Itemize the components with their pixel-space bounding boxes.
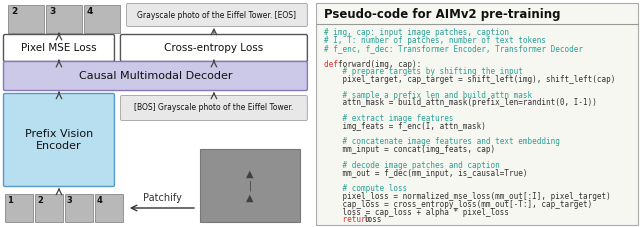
Text: Pixel MSE Loss: Pixel MSE Loss	[21, 43, 97, 53]
Text: # img, cap: input image patches, caption: # img, cap: input image patches, caption	[324, 28, 509, 37]
Text: Grayscale photo of the Eiffel Tower. [EOS]: Grayscale photo of the Eiffel Tower. [EO…	[138, 10, 296, 20]
Text: ▲
|
▲: ▲ | ▲	[246, 169, 253, 202]
Text: loss: loss	[364, 215, 382, 224]
Text: # concatenate image features and text embedding: # concatenate image features and text em…	[324, 137, 559, 146]
Text: # extract image features: # extract image features	[324, 114, 453, 123]
Text: mm_out = f_dec(mm_input, is_causal=True): mm_out = f_dec(mm_input, is_causal=True)	[324, 169, 527, 178]
Text: mm_input = concat(img_feats, cap): mm_input = concat(img_feats, cap)	[324, 145, 495, 154]
FancyBboxPatch shape	[3, 94, 115, 187]
Text: # I, T: number of patches, number of text tokens: # I, T: number of patches, number of tex…	[324, 36, 546, 45]
Text: pixel_target, cap_target = shift_left(img), shift_left(cap): pixel_target, cap_target = shift_left(im…	[324, 75, 615, 84]
FancyBboxPatch shape	[3, 35, 115, 62]
Text: 1: 1	[7, 196, 13, 205]
Text: # prepare targets by shifting the input: # prepare targets by shifting the input	[324, 67, 522, 76]
Text: Causal Multimodal Decoder: Causal Multimodal Decoder	[79, 71, 232, 81]
Text: def: def	[324, 59, 342, 69]
FancyBboxPatch shape	[84, 5, 120, 33]
Text: Prefix Vision
Encoder: Prefix Vision Encoder	[25, 129, 93, 151]
Text: # sample a prefix len and build attn mask: # sample a prefix len and build attn mas…	[324, 91, 532, 100]
Text: Pseudo-code for AIMv2 pre-training: Pseudo-code for AIMv2 pre-training	[324, 8, 560, 21]
Text: 3: 3	[67, 196, 73, 205]
FancyBboxPatch shape	[120, 35, 307, 62]
Text: return: return	[324, 215, 374, 224]
Text: Patchify: Patchify	[143, 193, 181, 203]
FancyBboxPatch shape	[120, 96, 307, 121]
FancyBboxPatch shape	[200, 149, 300, 222]
Text: 2: 2	[37, 196, 43, 205]
FancyBboxPatch shape	[5, 194, 33, 222]
Text: # decode image patches and caption: # decode image patches and caption	[324, 161, 499, 170]
Text: forward(img, cap):: forward(img, cap):	[338, 59, 422, 69]
Text: 3: 3	[49, 7, 55, 16]
Text: Cross-entropy Loss: Cross-entropy Loss	[164, 43, 264, 53]
FancyBboxPatch shape	[316, 3, 638, 225]
FancyBboxPatch shape	[46, 5, 82, 33]
Text: attn_mask = build_attn_mask(prefix_len=randint(0, I-1)): attn_mask = build_attn_mask(prefix_len=r…	[324, 99, 596, 107]
Text: pixel_loss = normalized_mse_loss(mm_out[:I], pixel_target): pixel_loss = normalized_mse_loss(mm_out[…	[324, 192, 611, 201]
FancyBboxPatch shape	[65, 194, 93, 222]
FancyBboxPatch shape	[127, 3, 307, 27]
FancyBboxPatch shape	[95, 194, 123, 222]
Text: 4: 4	[87, 7, 93, 16]
FancyBboxPatch shape	[8, 5, 44, 33]
Text: loss = cap_loss + alpha * pixel_loss: loss = cap_loss + alpha * pixel_loss	[324, 207, 509, 217]
Text: img_feats = f_enc(I, attn_mask): img_feats = f_enc(I, attn_mask)	[324, 122, 486, 131]
FancyBboxPatch shape	[3, 62, 307, 91]
Text: # f_enc, f_dec: Transformer Encoder, Transformer Decoder: # f_enc, f_dec: Transformer Encoder, Tra…	[324, 44, 582, 53]
Text: cap_loss = cross_entropy_loss(mm_out[-T:], cap_target): cap_loss = cross_entropy_loss(mm_out[-T:…	[324, 200, 592, 209]
Text: # compute loss: # compute loss	[324, 184, 407, 193]
Text: 2: 2	[11, 7, 17, 16]
Text: [BOS] Grayscale photo of the Eiffel Tower.: [BOS] Grayscale photo of the Eiffel Towe…	[134, 104, 294, 113]
FancyBboxPatch shape	[35, 194, 63, 222]
Text: 4: 4	[97, 196, 103, 205]
